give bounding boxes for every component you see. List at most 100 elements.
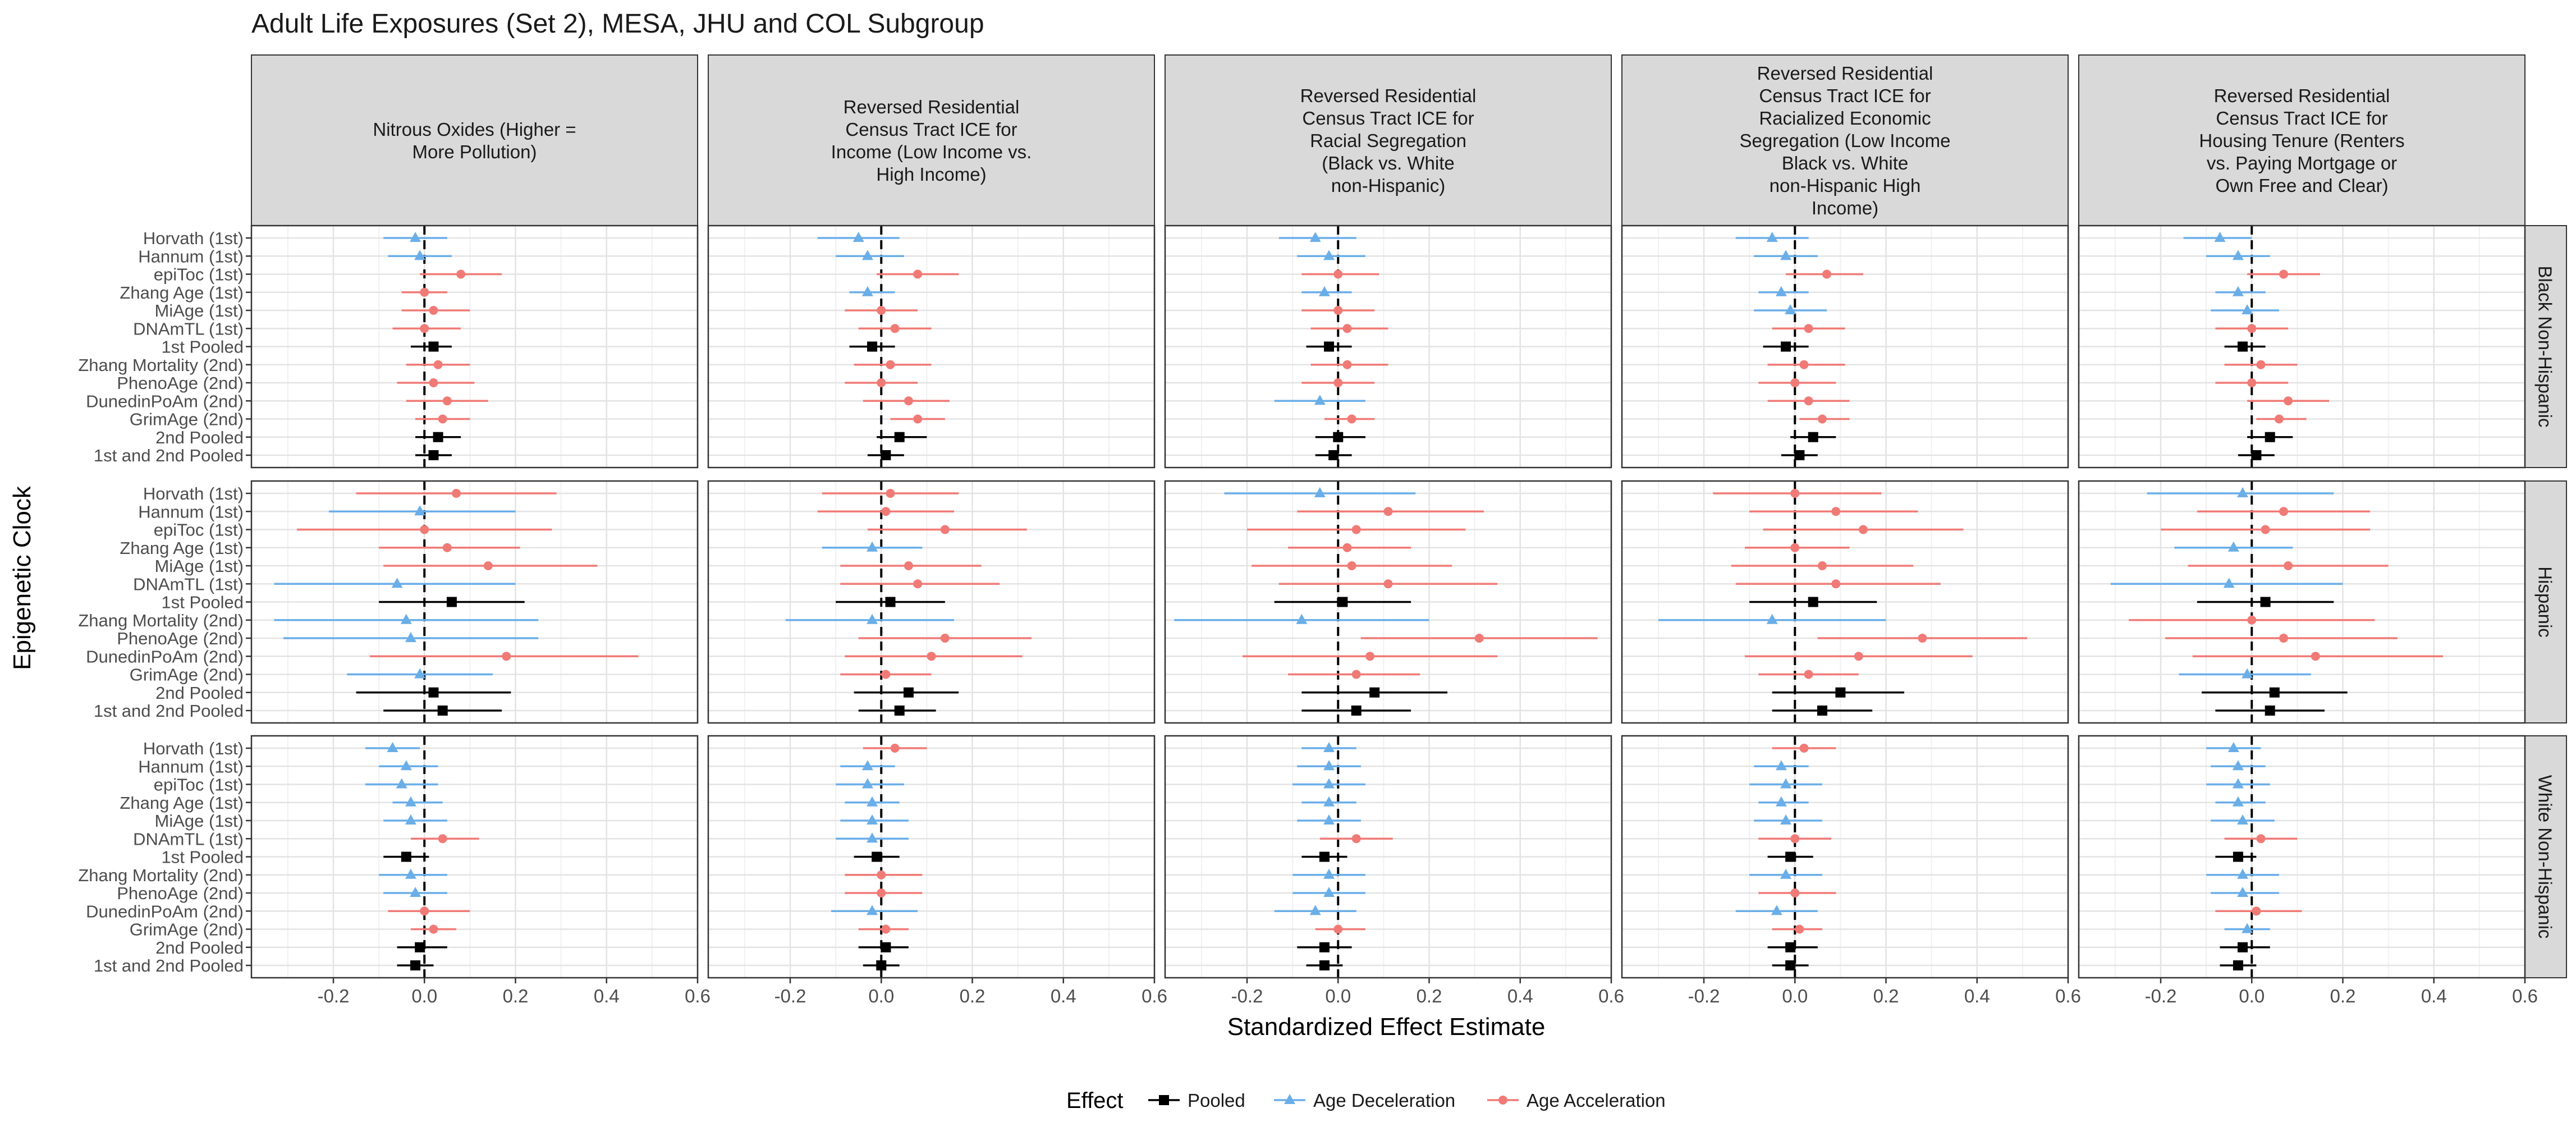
point-age-acceleration bbox=[877, 378, 886, 387]
point-age-deceleration bbox=[2232, 796, 2244, 807]
point-age-deceleration bbox=[1309, 232, 1321, 242]
point-age-deceleration bbox=[1323, 250, 1335, 260]
facet-column-label: Income) bbox=[1812, 198, 1878, 218]
point-age-acceleration bbox=[881, 507, 891, 516]
point-age-deceleration bbox=[2232, 286, 2244, 296]
x-tick-label: 0.6 bbox=[1142, 986, 1167, 1006]
point-pooled bbox=[881, 942, 891, 952]
x-tick-label: 0.2 bbox=[1873, 986, 1899, 1006]
point-pooled bbox=[876, 960, 887, 970]
x-tick-label: 0.6 bbox=[1598, 986, 1624, 1006]
point-age-acceleration bbox=[1383, 507, 1393, 516]
point-age-deceleration bbox=[2242, 923, 2253, 933]
facet-panel bbox=[1621, 225, 2069, 469]
panel-border bbox=[1621, 735, 2069, 979]
x-tick-label: 0.2 bbox=[1417, 986, 1442, 1006]
point-age-acceleration bbox=[1790, 543, 1800, 552]
point-age-acceleration bbox=[1790, 888, 1800, 897]
y-tick-label: 2nd Pooled bbox=[155, 428, 244, 447]
point-age-acceleration bbox=[1799, 360, 1809, 369]
chart-title: Adult Life Exposures (Set 2), MESA, JHU … bbox=[251, 9, 984, 39]
facet-column-label: High Income) bbox=[876, 164, 986, 185]
y-tick-label: DunedinPoAm (2nd) bbox=[86, 647, 244, 666]
point-age-acceleration bbox=[1342, 543, 1352, 552]
point-pooled bbox=[2265, 432, 2275, 442]
point-age-deceleration bbox=[1775, 760, 1787, 771]
point-age-acceleration bbox=[456, 269, 466, 279]
y-tick-label: Hannum (1st) bbox=[138, 246, 244, 266]
point-age-acceleration bbox=[2261, 525, 2270, 534]
y-tick-label: Hannum (1st) bbox=[138, 502, 244, 521]
point-age-deceleration bbox=[1323, 778, 1335, 789]
point-age-deceleration bbox=[1785, 304, 1796, 314]
point-age-acceleration bbox=[1804, 396, 1813, 406]
x-tick-label: 0.4 bbox=[594, 986, 620, 1006]
facet-panel bbox=[707, 735, 1156, 979]
point-age-deceleration bbox=[400, 760, 412, 771]
panel-border bbox=[1164, 735, 1612, 979]
point-age-acceleration bbox=[2284, 396, 2293, 406]
point-age-acceleration bbox=[2274, 414, 2284, 424]
point-age-acceleration bbox=[890, 744, 900, 753]
point-age-acceleration bbox=[1790, 378, 1800, 387]
point-age-deceleration bbox=[2237, 868, 2249, 879]
point-age-acceleration bbox=[2247, 324, 2257, 333]
point-age-acceleration bbox=[1347, 414, 1356, 424]
y-axes: Horvath (1st)Hannum (1st)epiToc (1st)Zha… bbox=[78, 228, 251, 975]
point-age-deceleration bbox=[2242, 668, 2253, 679]
facet-column-label: Segregation (Low Income bbox=[1739, 130, 1950, 151]
point-age-acceleration bbox=[877, 870, 886, 880]
point-pooled bbox=[1785, 960, 1796, 970]
point-pooled bbox=[428, 341, 439, 352]
legend-key-square bbox=[1159, 1095, 1169, 1105]
point-pooled bbox=[1781, 341, 1791, 352]
point-age-deceleration bbox=[405, 632, 416, 642]
x-axis-label: Standardized Effect Estimate bbox=[1227, 1013, 1546, 1041]
point-age-deceleration bbox=[414, 668, 426, 679]
point-age-deceleration bbox=[2232, 250, 2244, 260]
point-age-deceleration bbox=[867, 832, 878, 843]
facet-row-label: Hispanic bbox=[2535, 566, 2556, 638]
point-age-deceleration bbox=[1775, 286, 1787, 296]
facet-column-label: non-Hispanic) bbox=[1331, 175, 1446, 196]
point-age-acceleration bbox=[1822, 269, 1832, 279]
facet-panel bbox=[250, 225, 699, 469]
y-tick-label: DNAmTL (1st) bbox=[133, 829, 244, 849]
y-tick-label: 1st and 2nd Pooled bbox=[94, 446, 244, 465]
point-age-acceleration bbox=[904, 396, 913, 406]
point-age-deceleration bbox=[1780, 814, 1792, 825]
x-tick-label: -0.2 bbox=[774, 986, 806, 1006]
point-age-acceleration bbox=[1817, 561, 1827, 570]
facet-panel bbox=[1164, 735, 1612, 979]
point-age-deceleration bbox=[405, 796, 416, 807]
legend-label: Age Deceleration bbox=[1313, 1090, 1455, 1111]
point-age-deceleration bbox=[852, 232, 864, 242]
y-tick-label: Zhang Mortality (2nd) bbox=[78, 611, 244, 630]
point-age-acceleration bbox=[1817, 414, 1827, 424]
point-age-acceleration bbox=[913, 414, 923, 424]
point-age-acceleration bbox=[420, 906, 429, 916]
point-age-acceleration bbox=[1333, 269, 1343, 279]
point-pooled bbox=[1817, 706, 1827, 716]
legend-label: Pooled bbox=[1188, 1090, 1245, 1111]
point-age-acceleration bbox=[433, 360, 443, 369]
facet-column-label: (Black vs. White bbox=[1322, 153, 1455, 173]
y-tick-label: GrimAge (2nd) bbox=[130, 920, 244, 940]
y-tick-label: epiToc (1st) bbox=[154, 775, 244, 795]
point-pooled bbox=[1785, 942, 1796, 952]
y-tick-label: MiAge (1st) bbox=[155, 811, 244, 831]
x-tick-label: -0.2 bbox=[2145, 986, 2177, 1006]
point-age-deceleration bbox=[1775, 796, 1787, 807]
legend-key-circle bbox=[1498, 1096, 1507, 1105]
facet-row-strip bbox=[2524, 480, 2567, 723]
point-age-acceleration bbox=[2279, 507, 2289, 516]
point-pooled bbox=[410, 960, 421, 970]
point-age-acceleration bbox=[1383, 579, 1393, 589]
point-age-deceleration bbox=[387, 742, 398, 752]
point-age-deceleration bbox=[410, 887, 421, 897]
y-tick-label: Zhang Age (1st) bbox=[120, 793, 244, 813]
point-age-acceleration bbox=[1795, 924, 1804, 934]
point-pooled bbox=[437, 706, 448, 716]
point-age-deceleration bbox=[2223, 578, 2235, 588]
point-age-deceleration bbox=[1780, 778, 1792, 789]
